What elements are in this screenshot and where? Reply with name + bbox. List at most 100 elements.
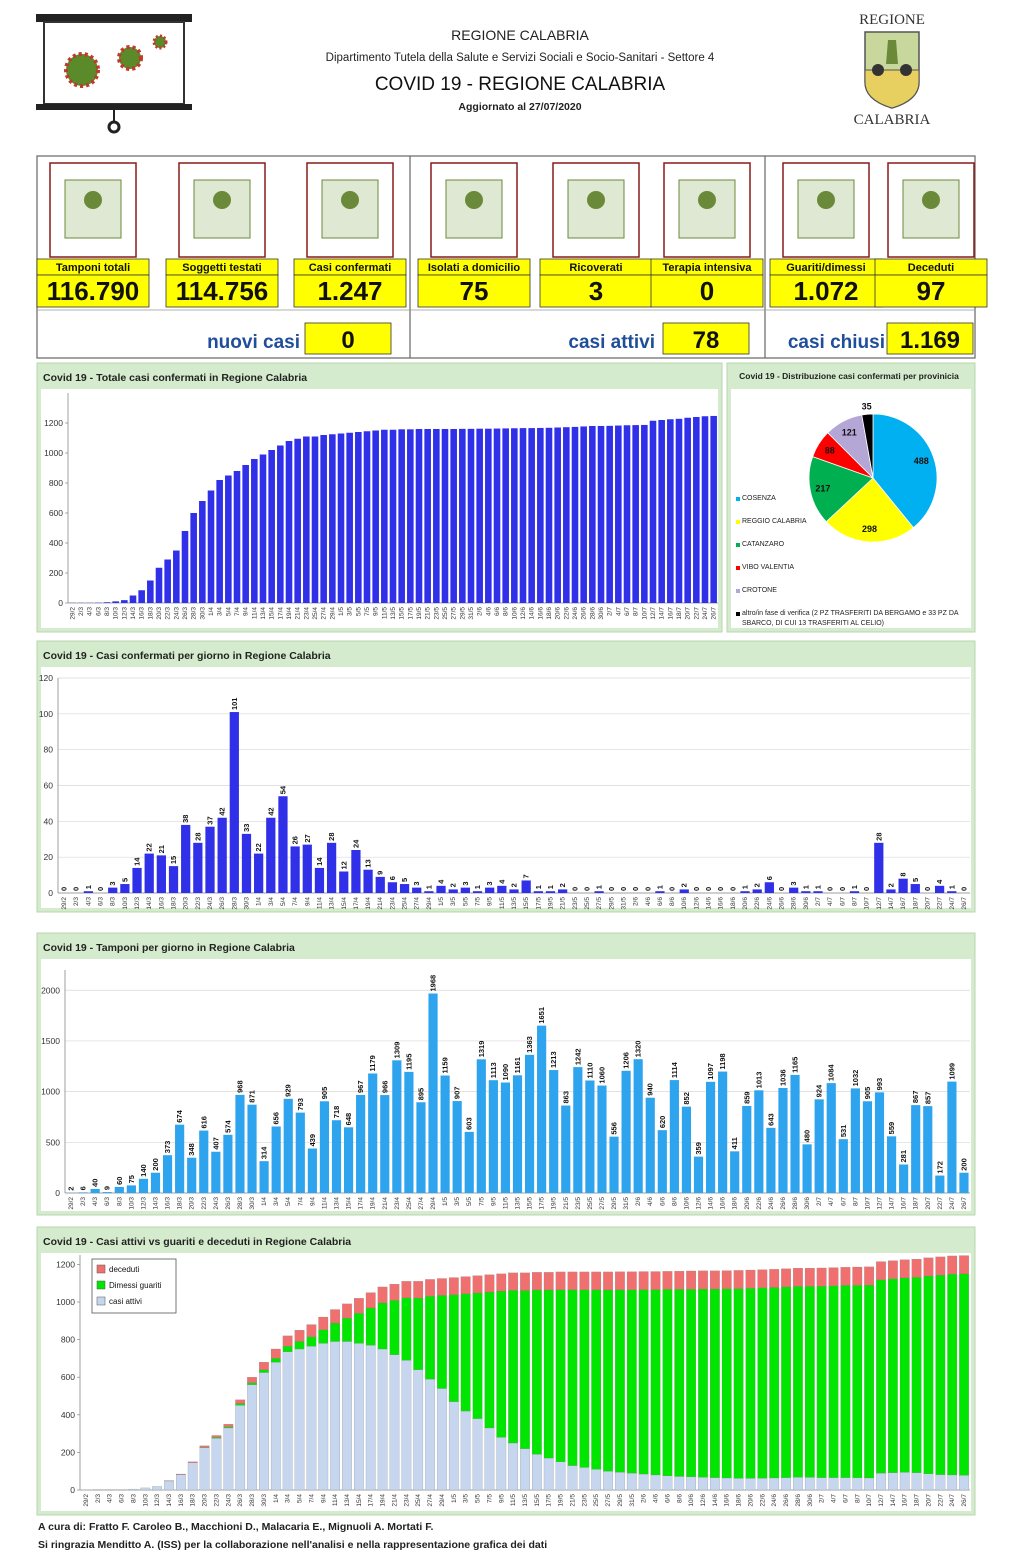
x-tick-label: 3/5 [463,1494,470,1503]
x-tick-label: 23/4 [389,897,396,910]
stacked-bar-segment [745,1288,756,1479]
stacked-bar-segment [176,1474,186,1491]
bar [277,445,284,603]
bar [606,425,613,603]
stacked-bar-segment [935,1275,946,1475]
stacked-bar-segment [413,1369,424,1491]
x-tick-label: 12/6 [693,897,700,910]
data-label: 1114 [670,1061,679,1078]
bar [911,1105,921,1193]
y-tick-label: 1200 [56,1259,75,1269]
x-tick-label: 15/4 [269,607,276,620]
x-tick-label: 6/6 [657,897,664,906]
bar [389,429,397,603]
stacked-bar-segment [638,1271,649,1290]
data-label: 0 [716,887,725,891]
data-label: 905 [863,1087,872,1100]
stacked-bar-segment [270,1358,281,1363]
stacked-bar-segment [235,1405,246,1491]
stacked-bar-segment [852,1477,863,1491]
x-tick-label: 1/4 [256,897,263,906]
data-label: 859 [742,1091,751,1104]
data-label: 348 [187,1143,196,1156]
kpi-label: Terapia intensiva [662,262,752,274]
summary-value-box [886,322,974,355]
bar [452,1101,462,1193]
stacked-bar-segment [615,1271,625,1290]
stacked-bar-segment [947,1274,958,1476]
bar [187,1157,197,1193]
stacked-bar-segment [710,1288,720,1478]
bar [241,833,252,893]
bar [597,426,605,603]
data-label: 0 [607,887,616,891]
x-tick-label: 10/6 [681,897,688,910]
x-tick-label: 8/6 [503,607,510,616]
kpi-frame [36,155,976,359]
x-tick-label: 11/5 [499,897,506,910]
stacked-bar-segment [721,1270,732,1289]
x-tick-label: 4/3 [92,1197,99,1206]
stacked-bar-segment [342,1341,352,1491]
data-label: 993 [875,1078,884,1091]
data-label: 0 [777,887,786,891]
legend-label: Dimessi guariti [109,1281,162,1290]
plot-area [41,667,971,908]
stacked-bar-segment [804,1268,815,1287]
x-tick-label: 24/6 [766,897,773,910]
x-tick-label: 7/4 [234,607,241,616]
bar [910,884,920,893]
stacked-bar-segment [757,1478,768,1491]
data-label: 1110 [585,1063,594,1079]
data-label: 1036 [778,1069,787,1086]
data-label: 940 [646,1083,655,1096]
data-label: 0 [60,887,69,891]
stacked-bar-segment [508,1442,518,1491]
x-tick-label: 5/4 [225,607,232,616]
x-tick-label: 13/5 [515,1197,522,1210]
bar [147,580,154,603]
stacked-bar-segment [437,1388,447,1491]
bar [947,891,957,893]
bar [528,428,535,603]
bar [102,1192,112,1193]
x-tick-label: 2/6 [641,1494,648,1503]
x-tick-label: 15/5 [534,1494,541,1507]
legend-label: casi attivi [109,1297,142,1306]
bar [766,1127,776,1193]
x-tick-label: 29/4 [439,1494,446,1507]
x-tick-label: 5/4 [297,1494,304,1503]
stacked-bar-segment [781,1268,791,1288]
legend-swatch [96,1280,106,1290]
bar [730,1151,740,1193]
data-label: 27 [303,834,312,842]
x-tick-label: 21/4 [391,1494,398,1507]
x-tick-label: 22/6 [563,607,570,620]
x-tick-label: 7/5 [475,897,482,906]
stacked-bar-segment [888,1260,898,1279]
stacked-bar-segment [306,1346,317,1491]
bar [802,1144,812,1193]
x-tick-label: 19/4 [370,1197,377,1210]
stacked-bar-segment [555,1289,566,1462]
x-tick-label: 5/5 [462,897,469,906]
x-tick-label: 30/6 [807,1494,814,1507]
data-label: 1060 [597,1067,606,1084]
x-tick-label: 14/3 [153,1197,160,1210]
stacked-bar-segment [484,1427,495,1491]
summary-label: nuovi casi [207,332,300,353]
stacked-bar-segment [615,1472,625,1491]
data-label: 38 [181,815,190,823]
x-tick-label: 13/5 [511,897,518,910]
data-label: 35 [862,402,872,412]
bar [597,1085,607,1193]
x-tick-label: 23/5 [433,607,440,620]
data-label: 0 [619,887,628,891]
bar [381,429,388,603]
stacked-bar-segment [187,1462,198,1491]
x-tick-label: 27/4 [418,1197,425,1210]
bar [488,1080,498,1193]
stacked-bar-segment [532,1289,542,1455]
x-tick-label: 27/4 [427,1494,434,1507]
x-tick-label: 14/6 [708,1197,715,1210]
